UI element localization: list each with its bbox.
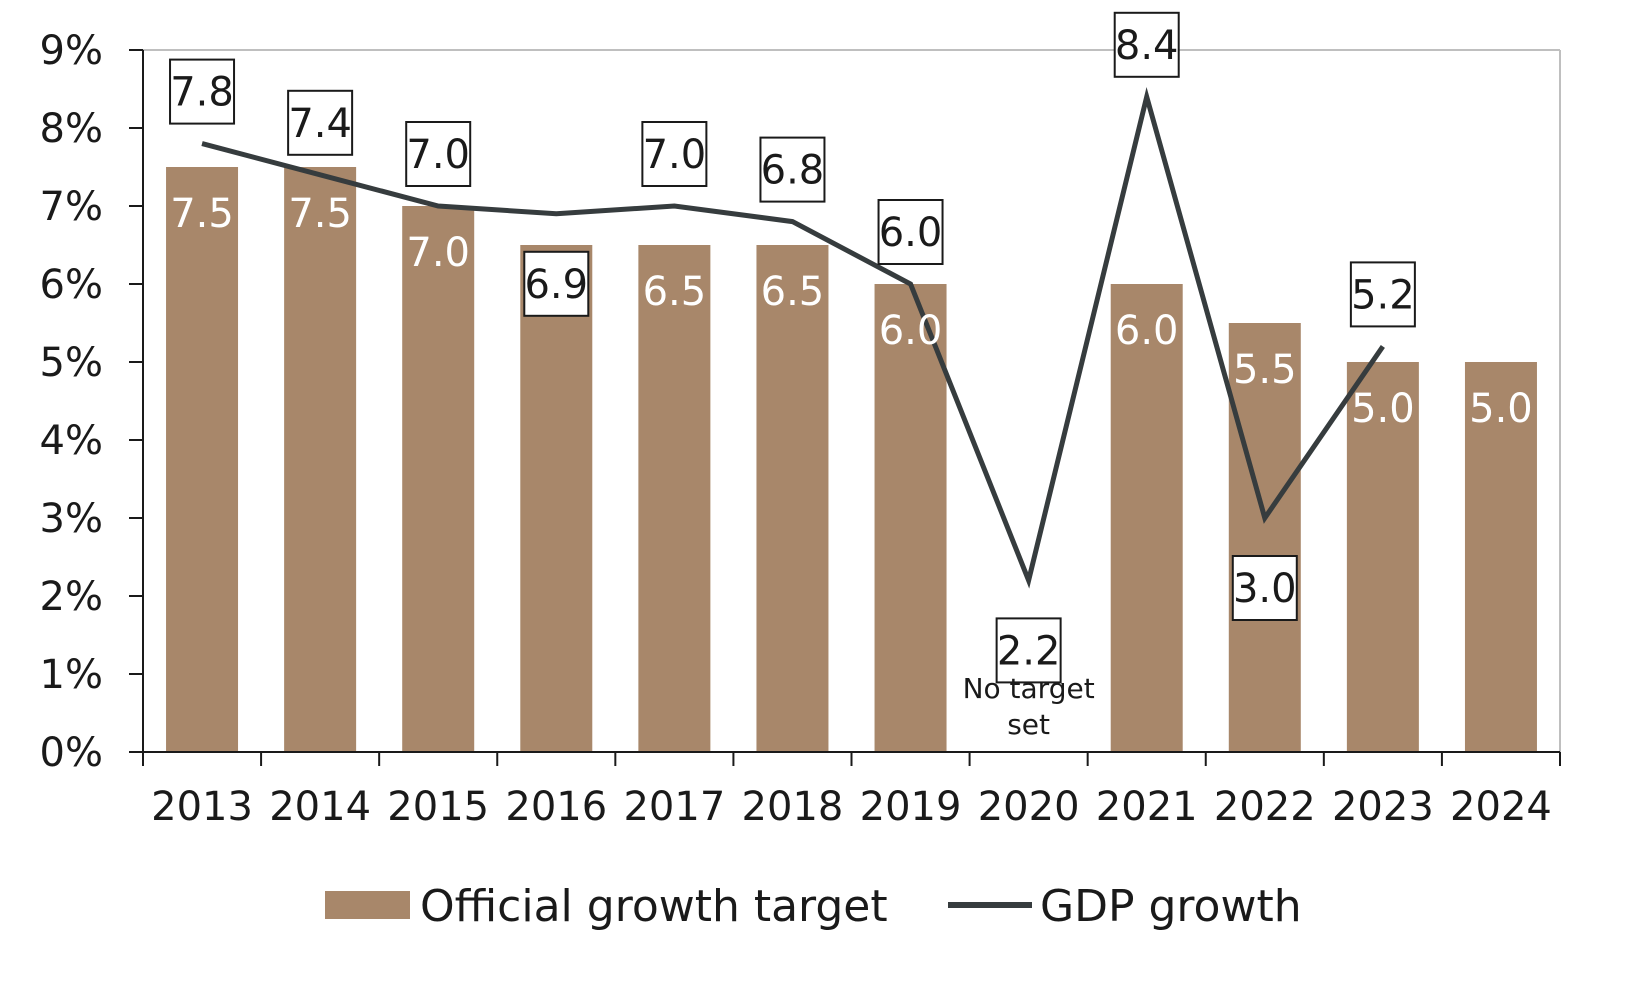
bar-label-2018: 6.5 bbox=[761, 269, 825, 315]
x-tick-label: 2019 bbox=[860, 784, 962, 830]
x-tick-label: 2017 bbox=[623, 784, 725, 830]
y-tick-label: 5% bbox=[40, 340, 103, 386]
bar-2017 bbox=[638, 245, 711, 752]
bar-label-2019: 6.0 bbox=[879, 308, 943, 354]
gdp-label-box-2014 bbox=[287, 89, 354, 156]
bar-label-2015: 7.0 bbox=[406, 230, 470, 276]
bar-label-2017: 6.5 bbox=[643, 269, 707, 315]
bar-2023 bbox=[1346, 362, 1419, 752]
gdp-label-box-2015 bbox=[405, 121, 472, 187]
x-tick-label: 2015 bbox=[387, 784, 489, 830]
gdp-label-text-2013: 7.8 bbox=[170, 70, 234, 116]
gdp-label-2013: 7.8 bbox=[169, 58, 236, 125]
gdp-label-box-2023 bbox=[1349, 261, 1416, 328]
gdp-label-box-2016 bbox=[523, 250, 590, 317]
bar-2013 bbox=[166, 167, 239, 752]
legend-label-gdp-growth: GDP growth bbox=[1040, 881, 1302, 932]
gdp-label-2015: 7.0 bbox=[405, 121, 472, 187]
gdp-label-2022: 3.0 bbox=[1231, 555, 1298, 621]
gdp-label-2014: 7.4 bbox=[287, 89, 354, 156]
y-tick-label: 8% bbox=[40, 106, 103, 152]
gdp-label-box-2018 bbox=[759, 136, 826, 203]
x-tick-label: 2018 bbox=[742, 784, 844, 830]
x-tick-label: 2021 bbox=[1096, 784, 1198, 830]
gdp-label-text-2020: 2.2 bbox=[997, 628, 1061, 674]
x-tick-label: 2013 bbox=[151, 784, 253, 830]
gdp-label-box-2022 bbox=[1231, 555, 1298, 621]
bar-2024 bbox=[1464, 362, 1537, 752]
bar-labels-group: 7.57.57.06.56.56.56.06.05.55.05.0 bbox=[170, 191, 1533, 432]
bar-2018 bbox=[756, 245, 829, 752]
y-tick-label: 0% bbox=[40, 730, 103, 776]
x-tick-label: 2022 bbox=[1214, 784, 1316, 830]
gdp-label-2020: 2.2 bbox=[995, 617, 1062, 684]
bar-label-2021: 6.0 bbox=[1115, 308, 1179, 354]
gdp-label-2018: 6.8 bbox=[759, 136, 826, 203]
gdp-label-text-2018: 6.8 bbox=[761, 148, 825, 194]
bar-label-2024: 5.0 bbox=[1469, 386, 1533, 432]
gdp-label-text-2023: 5.2 bbox=[1351, 272, 1415, 318]
y-tick-label: 4% bbox=[40, 418, 103, 464]
gdp-label-2016: 6.9 bbox=[523, 250, 590, 317]
y-tick-label: 9% bbox=[40, 28, 103, 74]
gdp-label-2023: 5.2 bbox=[1349, 261, 1416, 328]
bar-2019 bbox=[874, 284, 947, 752]
x-tick-label: 2016 bbox=[505, 784, 607, 830]
gdp-label-box-2021 bbox=[1113, 11, 1180, 78]
y-tick-label: 2% bbox=[40, 574, 103, 620]
x-tick-label: 2023 bbox=[1332, 784, 1434, 830]
annotation-no-target-line-1: set bbox=[1007, 708, 1050, 741]
gdp-label-text-2017: 7.0 bbox=[643, 132, 707, 178]
gdp-label-text-2014: 7.4 bbox=[288, 101, 352, 147]
gdp-label-text-2015: 7.0 bbox=[406, 132, 470, 178]
gdp-label-box-2020 bbox=[995, 617, 1062, 684]
y-tick-label: 1% bbox=[40, 652, 103, 698]
bar-2021 bbox=[1110, 284, 1183, 752]
gdp-label-text-2022: 3.0 bbox=[1233, 566, 1297, 612]
legend-label-official-growth-target: Official growth target bbox=[420, 881, 888, 932]
y-tick-label: 7% bbox=[40, 184, 103, 230]
line-labels-group: 7.8 7.4 7.0 6.9 7.0 6.8 6.0 2.2 8.4 3.0 5.2 bbox=[169, 11, 1416, 684]
gdp-growth-line bbox=[201, 86, 1385, 589]
y-axis: 0% 1% 2% 3% 4% 5% 6% 7% 8% 9% bbox=[40, 28, 144, 776]
gdp-label-box-2019 bbox=[877, 199, 944, 265]
plot-frame bbox=[143, 49, 1561, 752]
bar-label-2014: 7.5 bbox=[288, 191, 352, 237]
bar-label-2013: 7.5 bbox=[170, 191, 234, 237]
x-tick-label: 2020 bbox=[978, 784, 1080, 830]
bar-label-2022: 5.5 bbox=[1233, 347, 1297, 393]
gdp-label-2019: 6.0 bbox=[877, 199, 944, 265]
gdp-label-2017: 7.0 bbox=[641, 121, 708, 187]
y-tick-label: 6% bbox=[40, 262, 103, 308]
bars-group bbox=[166, 167, 1537, 752]
y-tick-label: 3% bbox=[40, 496, 103, 542]
bar-2022 bbox=[1228, 323, 1301, 752]
annotation-no-target-line-0: No target bbox=[963, 672, 1095, 705]
gdp-label-box-2017 bbox=[641, 121, 708, 187]
gdp-label-2021: 8.4 bbox=[1113, 11, 1180, 78]
gdp-label-box-2013 bbox=[169, 58, 236, 125]
gdp-label-text-2016: 6.9 bbox=[524, 262, 588, 308]
gdp-label-text-2019: 6.0 bbox=[879, 210, 943, 256]
bar-2016 bbox=[520, 245, 593, 752]
legend-swatch-official-growth-target bbox=[325, 891, 410, 919]
x-tick-label: 2014 bbox=[269, 784, 371, 830]
bar-2014 bbox=[284, 167, 357, 752]
gdp-line-group bbox=[201, 86, 1385, 589]
bar-2015 bbox=[402, 206, 475, 752]
bar-label-2023: 5.0 bbox=[1351, 386, 1415, 432]
x-tick-label: 2024 bbox=[1450, 784, 1552, 830]
gdp-label-text-2021: 8.4 bbox=[1115, 23, 1179, 69]
x-axis: 2013 2014 2015 2016 2017 2018 2019 2020 2021 2022… bbox=[142, 751, 1561, 830]
legend: Official growth target GDP growth bbox=[325, 881, 1302, 932]
